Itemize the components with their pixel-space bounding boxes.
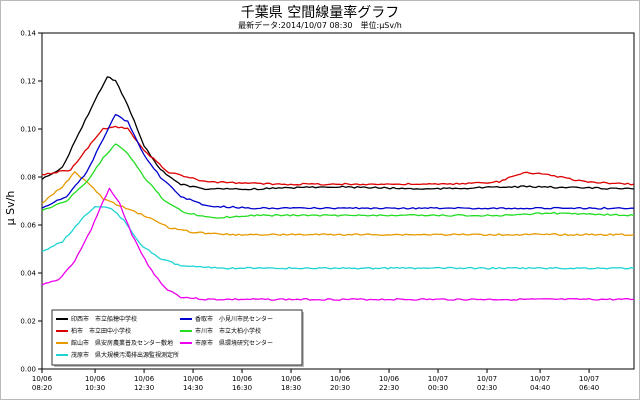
- x-tick-date: 10/07: [579, 375, 599, 383]
- series-line: [41, 205, 635, 270]
- x-tick-time: 12:30: [134, 384, 154, 392]
- x-tick-date: 10/06: [32, 375, 53, 383]
- series-line: [41, 171, 635, 237]
- x-tick-date: 10/07: [530, 375, 550, 383]
- y-tick-label: 0.08: [20, 174, 36, 182]
- y-tick-label: 0.06: [20, 222, 36, 230]
- x-tick-date: 10/06: [281, 375, 302, 383]
- x-tick-date: 10/06: [232, 375, 253, 383]
- y-tick-label: 0.12: [20, 78, 36, 86]
- chart-subtitle: 最新データ:2014/10/07 08:30 単位:μSv/h: [238, 21, 402, 30]
- y-axis-label: μ Sv/h: [4, 191, 17, 226]
- axes: 0.000.020.040.060.080.100.120.1410/0608:…: [20, 30, 635, 392]
- x-tick-time: 10:30: [85, 384, 105, 392]
- x-tick-date: 10/06: [183, 375, 204, 383]
- x-tick-date: 10/07: [428, 375, 448, 383]
- y-tick-label: 0.00: [20, 366, 36, 374]
- legend-label: 柏市 市立田中小学校: [71, 327, 131, 335]
- legend-label: 茂原市 県大規模汚濁排出源監視測定所: [71, 351, 179, 359]
- legend-box: [51, 309, 303, 366]
- x-tick-time: 16:30: [232, 384, 252, 392]
- x-tick-date: 10/06: [85, 375, 106, 383]
- series-line: [41, 76, 635, 191]
- x-tick-date: 10/06: [330, 375, 351, 383]
- x-tick-time: 14:30: [183, 384, 203, 392]
- legend-label: 香取市 小見川市民センター: [195, 315, 273, 323]
- series-line: [41, 187, 635, 301]
- x-tick-time: 02:30: [477, 384, 497, 392]
- legend-label: 市川市 市立大柏小学校: [195, 327, 261, 335]
- series-line: [41, 125, 635, 186]
- y-tick-label: 0.02: [20, 318, 36, 326]
- y-tick-label: 0.10: [20, 126, 36, 134]
- x-tick-time: 00:30: [428, 384, 448, 392]
- x-tick-date: 10/07: [477, 375, 497, 383]
- series-layer: [41, 76, 635, 301]
- series-line: [41, 143, 635, 219]
- x-tick-date: 10/06: [379, 375, 400, 383]
- legend-label: 印西市 市立船穂中学校: [71, 315, 137, 323]
- x-tick-time: 20:30: [330, 384, 350, 392]
- x-tick-date: 10/06: [134, 375, 155, 383]
- chart-title: 千葉県 空間線量率グラフ: [240, 5, 400, 21]
- legend-label: 館山市 県安房農業普及センター敷地: [71, 339, 173, 347]
- series-line: [41, 113, 634, 210]
- x-tick-time: 06:40: [579, 384, 599, 392]
- x-tick-time: 18:30: [281, 384, 301, 392]
- y-tick-label: 0.04: [20, 270, 36, 278]
- legend-label: 市原市 県環境研究センター: [195, 339, 273, 347]
- y-tick-label: 0.14: [20, 30, 36, 38]
- plot-area: [41, 32, 635, 370]
- x-tick-time: 08:20: [32, 384, 52, 392]
- x-tick-time: 22:30: [379, 384, 399, 392]
- x-tick-time: 04:40: [530, 384, 550, 392]
